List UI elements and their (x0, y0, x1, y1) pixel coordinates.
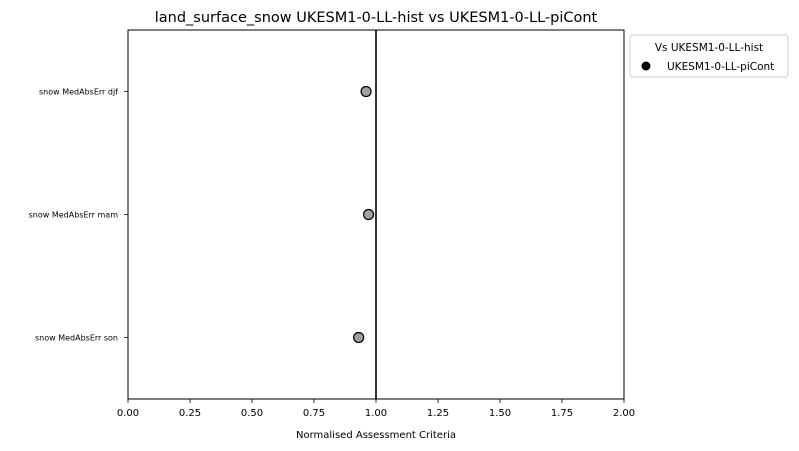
legend-title: Vs UKESM1-0-LL-hist (655, 42, 763, 54)
y-category-label: snow MedAbsErr djf (39, 88, 118, 97)
x-tick-label: 2.00 (613, 408, 635, 419)
plot-area: 0.00 0.25 0.50 0.75 1.00 1.25 1.50 1.75 2.00 snow… (29, 29, 635, 419)
x-tick-label: 1.75 (551, 408, 573, 419)
x-tick-label: 1.00 (365, 408, 387, 419)
legend-entry-label: UKESM1-0-LL-piCont (667, 61, 774, 73)
legend-marker (641, 61, 651, 71)
data-point (360, 85, 372, 98)
data-point (362, 208, 375, 221)
legend: Vs UKESM1-0-LL-hist UKESM1-0-LL-piCont (629, 34, 789, 78)
x-tick-label: 1.50 (489, 408, 511, 419)
legend-frame (629, 34, 789, 78)
data-point (353, 331, 365, 344)
x-axis-label: Normalised Assessment Criteria (296, 430, 456, 441)
chart-title: land_surface_snow UKESM1-0-LL-hist vs UK… (155, 10, 598, 26)
x-tick-label: 1.25 (427, 408, 449, 419)
axes-frame (127, 29, 625, 400)
x-tick-label: 0.50 (241, 408, 263, 419)
x-tick-label: 0.75 (303, 408, 325, 419)
y-category-label: snow MedAbsErr mam (29, 211, 119, 220)
y-category-label: snow MedAbsErr son (35, 334, 118, 343)
x-tick-label: 0.00 (117, 408, 139, 419)
x-tick-label: 0.25 (179, 408, 201, 419)
